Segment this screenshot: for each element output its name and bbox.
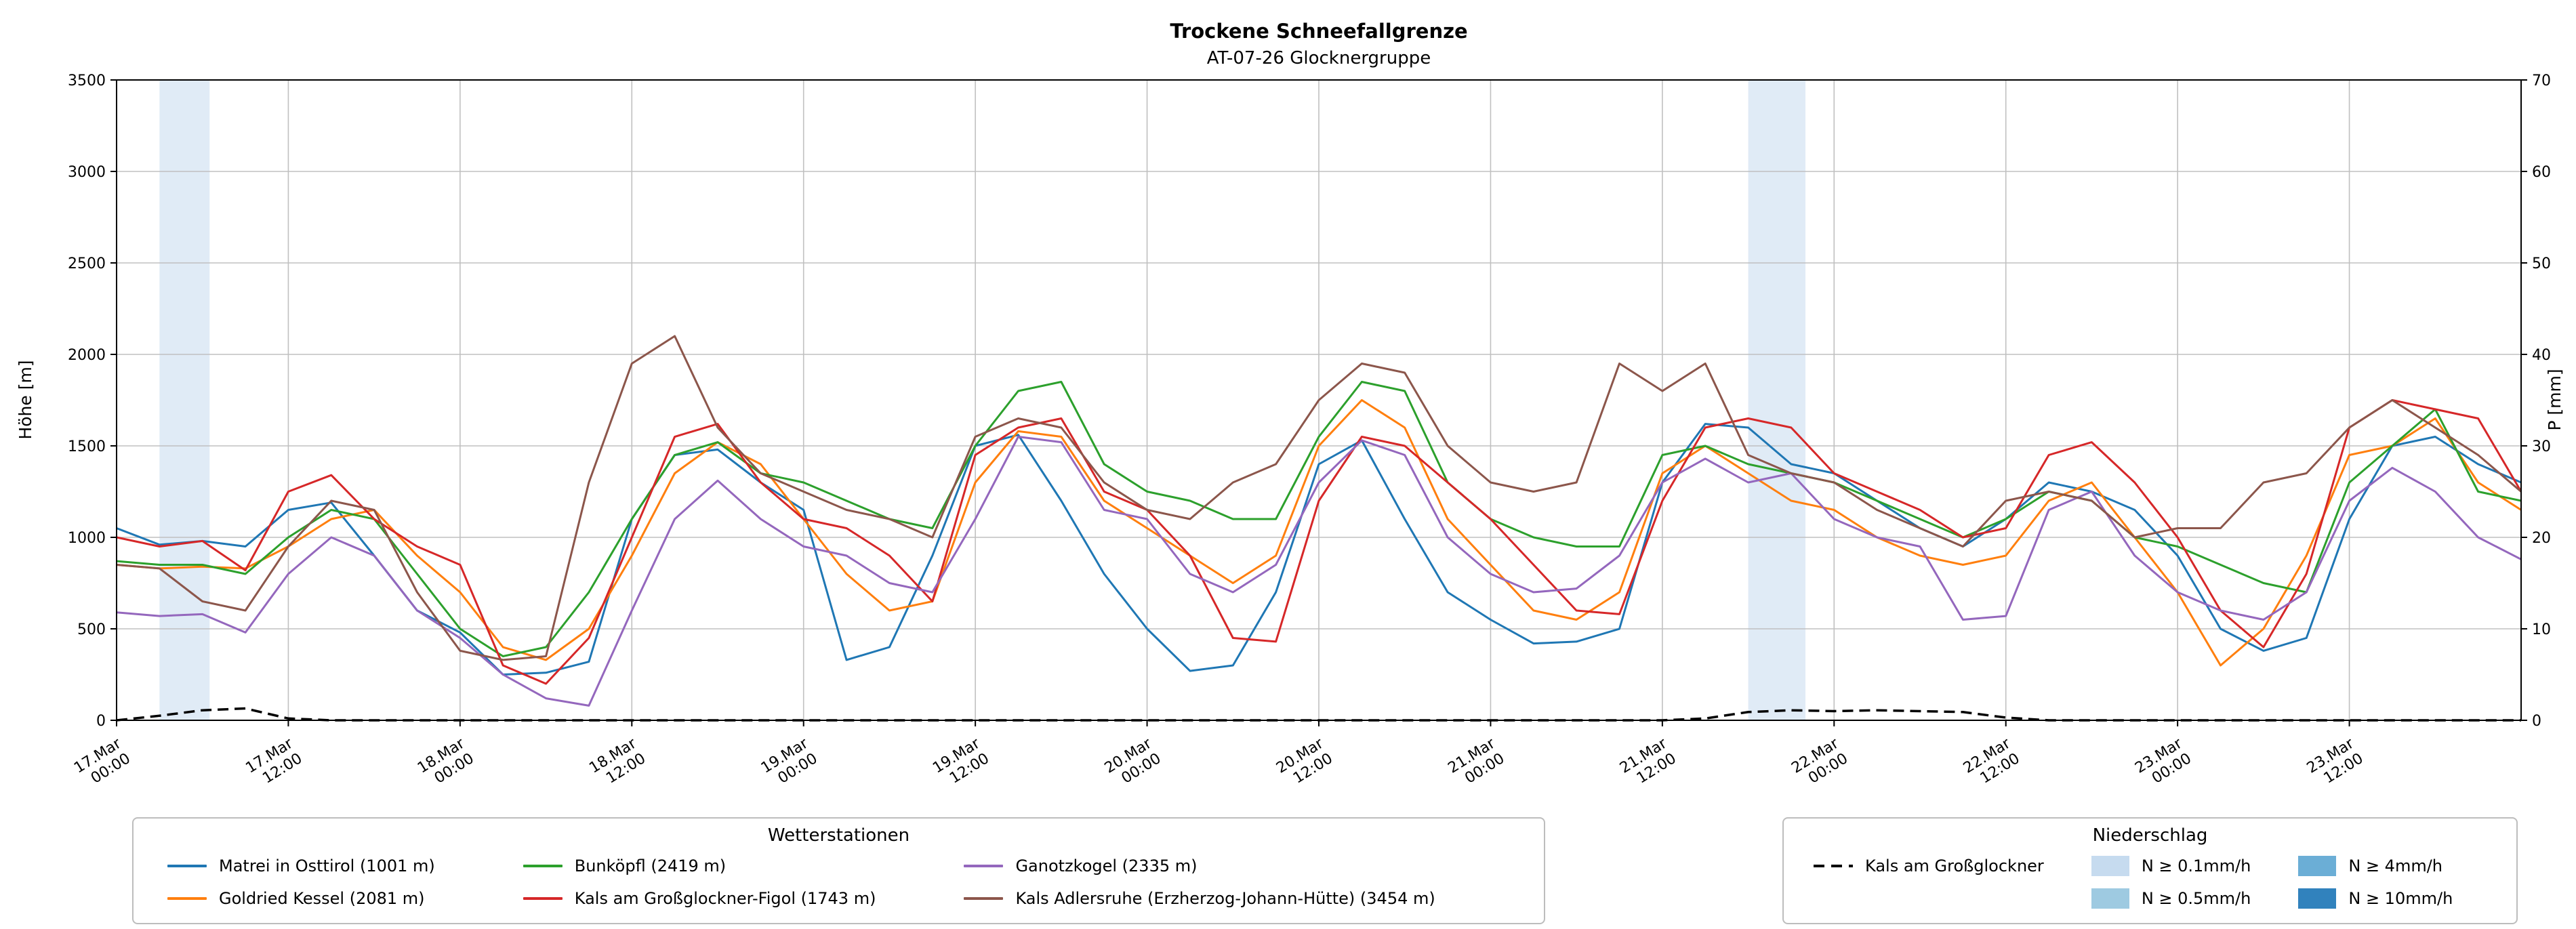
x-tick-label: 18.Mar00:00 xyxy=(415,735,478,791)
legend-item-label: N ≥ 10mm/h xyxy=(2348,889,2453,908)
legend-item-kals-figol: Kals am Großglockner-Figol (1743 m) xyxy=(523,889,876,908)
legend-line-swatch-goldried xyxy=(167,897,207,900)
legend-item-band-10: N ≥ 10mm/h xyxy=(2298,888,2453,909)
y-axis-label-left: Höhe [m] xyxy=(16,360,35,439)
x-tick-label: 19.Mar00:00 xyxy=(758,735,821,791)
legend-item-label: Kals am Großglockner-Figol (1743 m) xyxy=(574,889,876,908)
legend-item-label: Ganotzkogel (2335 m) xyxy=(1015,856,1198,875)
chart-plot-area: 0 500 1000 1500 2000 2500 3000 3500 0 10 20 30 40 50 6… xyxy=(68,73,2551,791)
legend-item-label: Goldried Kessel (2081 m) xyxy=(219,889,425,908)
legend-item-goldried: Goldried Kessel (2081 m) xyxy=(167,889,435,908)
y-tick-label-right: 0 xyxy=(2532,713,2541,730)
legend-item-matrei: Matrei in Osttirol (1001 m) xyxy=(167,856,435,875)
legend-band-swatch-10 xyxy=(2298,888,2337,909)
y-tick-label-left: 1500 xyxy=(68,438,106,455)
legend-niederschlag: Niederschlag Kals am Großglockner N ≥ 0.… xyxy=(1782,817,2518,924)
legend-item-precip-line: Kals am Großglockner xyxy=(1814,856,2044,875)
legend-dashed-line-swatch xyxy=(1814,865,1853,867)
y-tick-label-right: 50 xyxy=(2532,255,2551,272)
x-tick-label: 18.Mar12:00 xyxy=(586,735,649,791)
y-tick-label-left: 1000 xyxy=(68,530,106,547)
legend-item-label: N ≥ 4mm/h xyxy=(2348,856,2443,875)
series-line-4 xyxy=(116,436,2522,707)
precip-band xyxy=(1748,80,1806,720)
y-tick-label-left: 0 xyxy=(96,713,106,730)
legend-item-bunkoepfl: Bunköpfl (2419 m) xyxy=(523,856,876,875)
legend-item-label: N ≥ 0.1mm/h xyxy=(2141,856,2251,875)
y-tick-label-right: 70 xyxy=(2532,73,2551,89)
x-tick-label: 23.Mar12:00 xyxy=(2304,735,2367,791)
series-line-0 xyxy=(116,423,2522,676)
series-line-5 xyxy=(116,335,2522,661)
legend-line-swatch-bunkoepfl xyxy=(523,865,563,867)
legend-line-swatch-ganotzkogel xyxy=(964,865,1004,867)
x-tick-label: 17.Mar00:00 xyxy=(71,735,134,791)
series-line-3 xyxy=(116,399,2522,685)
x-tick-label: 23.Mar00:00 xyxy=(2132,735,2195,791)
legend-wetterstationen-title: Wetterstationen xyxy=(767,825,910,846)
legend-item-label: Kals am Großglockner xyxy=(1865,856,2044,875)
legend-wetterstationen: Wetterstationen Matrei in Osttirol (1001… xyxy=(132,817,1545,924)
precip-band xyxy=(159,80,210,720)
legend-item-label: Matrei in Osttirol (1001 m) xyxy=(219,856,435,875)
y-tick-label-left: 3000 xyxy=(68,164,106,181)
x-tick-label: 22.Mar00:00 xyxy=(1788,735,1852,791)
legend-line-swatch-matrei xyxy=(167,865,207,867)
legend-line-swatch-kals-figol xyxy=(523,897,563,900)
chart-canvas: 0 500 1000 1500 2000 2500 3000 3500 0 10 20 30 40 50 6… xyxy=(16,20,2564,791)
y-tick-label-left: 500 xyxy=(77,621,106,638)
legend-wetterstationen-items: Matrei in Osttirol (1001 m) Goldried Kes… xyxy=(134,850,1544,915)
legend-item-adlersruhe: Kals Adlersruhe (Erzherzog-Johann-Hütte)… xyxy=(964,889,1435,908)
legend-item-label: N ≥ 0.5mm/h xyxy=(2141,889,2251,908)
x-tick-label: 22.Mar12:00 xyxy=(1961,735,2024,791)
legend-item-band-4: N ≥ 4mm/h xyxy=(2298,856,2453,876)
y-tick-label-right: 30 xyxy=(2532,438,2551,455)
x-tick-label: 19.Mar12:00 xyxy=(930,735,993,791)
y-tick-label-right: 20 xyxy=(2532,530,2551,547)
legend-item-ganotzkogel: Ganotzkogel (2335 m) xyxy=(964,856,1435,875)
y-tick-label-left: 2500 xyxy=(68,255,106,272)
x-tick-label: 20.Mar00:00 xyxy=(1102,735,1165,791)
legend-item-band-0_1: N ≥ 0.1mm/h xyxy=(2091,856,2251,876)
legend-item-label: Bunköpfl (2419 m) xyxy=(574,856,727,875)
chart-title: Trockene Schneefallgrenze xyxy=(1170,20,1467,43)
y-tick-label-right: 10 xyxy=(2532,621,2551,638)
series-line-1 xyxy=(116,399,2522,667)
y-tick-label-right: 60 xyxy=(2532,164,2551,181)
y-tick-label-left: 2000 xyxy=(68,347,106,364)
x-tick-label: 21.Mar00:00 xyxy=(1445,735,1508,791)
legend-item-band-0_5: N ≥ 0.5mm/h xyxy=(2091,888,2251,909)
legend-line-swatch-adlersruhe xyxy=(964,897,1004,900)
y-axis-label-right: P [mm] xyxy=(2545,369,2564,430)
y-tick-label-left: 3500 xyxy=(68,73,106,89)
legend-niederschlag-items: Kals am Großglockner N ≥ 0.1mm/h N ≥ 0.5… xyxy=(1784,850,2516,915)
x-tick-label: 21.Mar12:00 xyxy=(1617,735,1680,791)
legend-band-swatch-4 xyxy=(2298,856,2337,876)
legend-item-label: Kals Adlersruhe (Erzherzog-Johann-Hütte)… xyxy=(1015,889,1435,908)
legend-band-swatch-0_1 xyxy=(2091,856,2129,876)
chart-subtitle: AT-07-26 Glocknergruppe xyxy=(1207,48,1431,68)
x-tick-label: 20.Mar12:00 xyxy=(1273,735,1336,791)
x-tick-label: 17.Mar12:00 xyxy=(243,735,306,791)
legend-band-swatch-0_5 xyxy=(2091,888,2129,909)
y-tick-label-right: 40 xyxy=(2532,347,2551,364)
legend-niederschlag-title: Niederschlag xyxy=(2092,825,2208,846)
